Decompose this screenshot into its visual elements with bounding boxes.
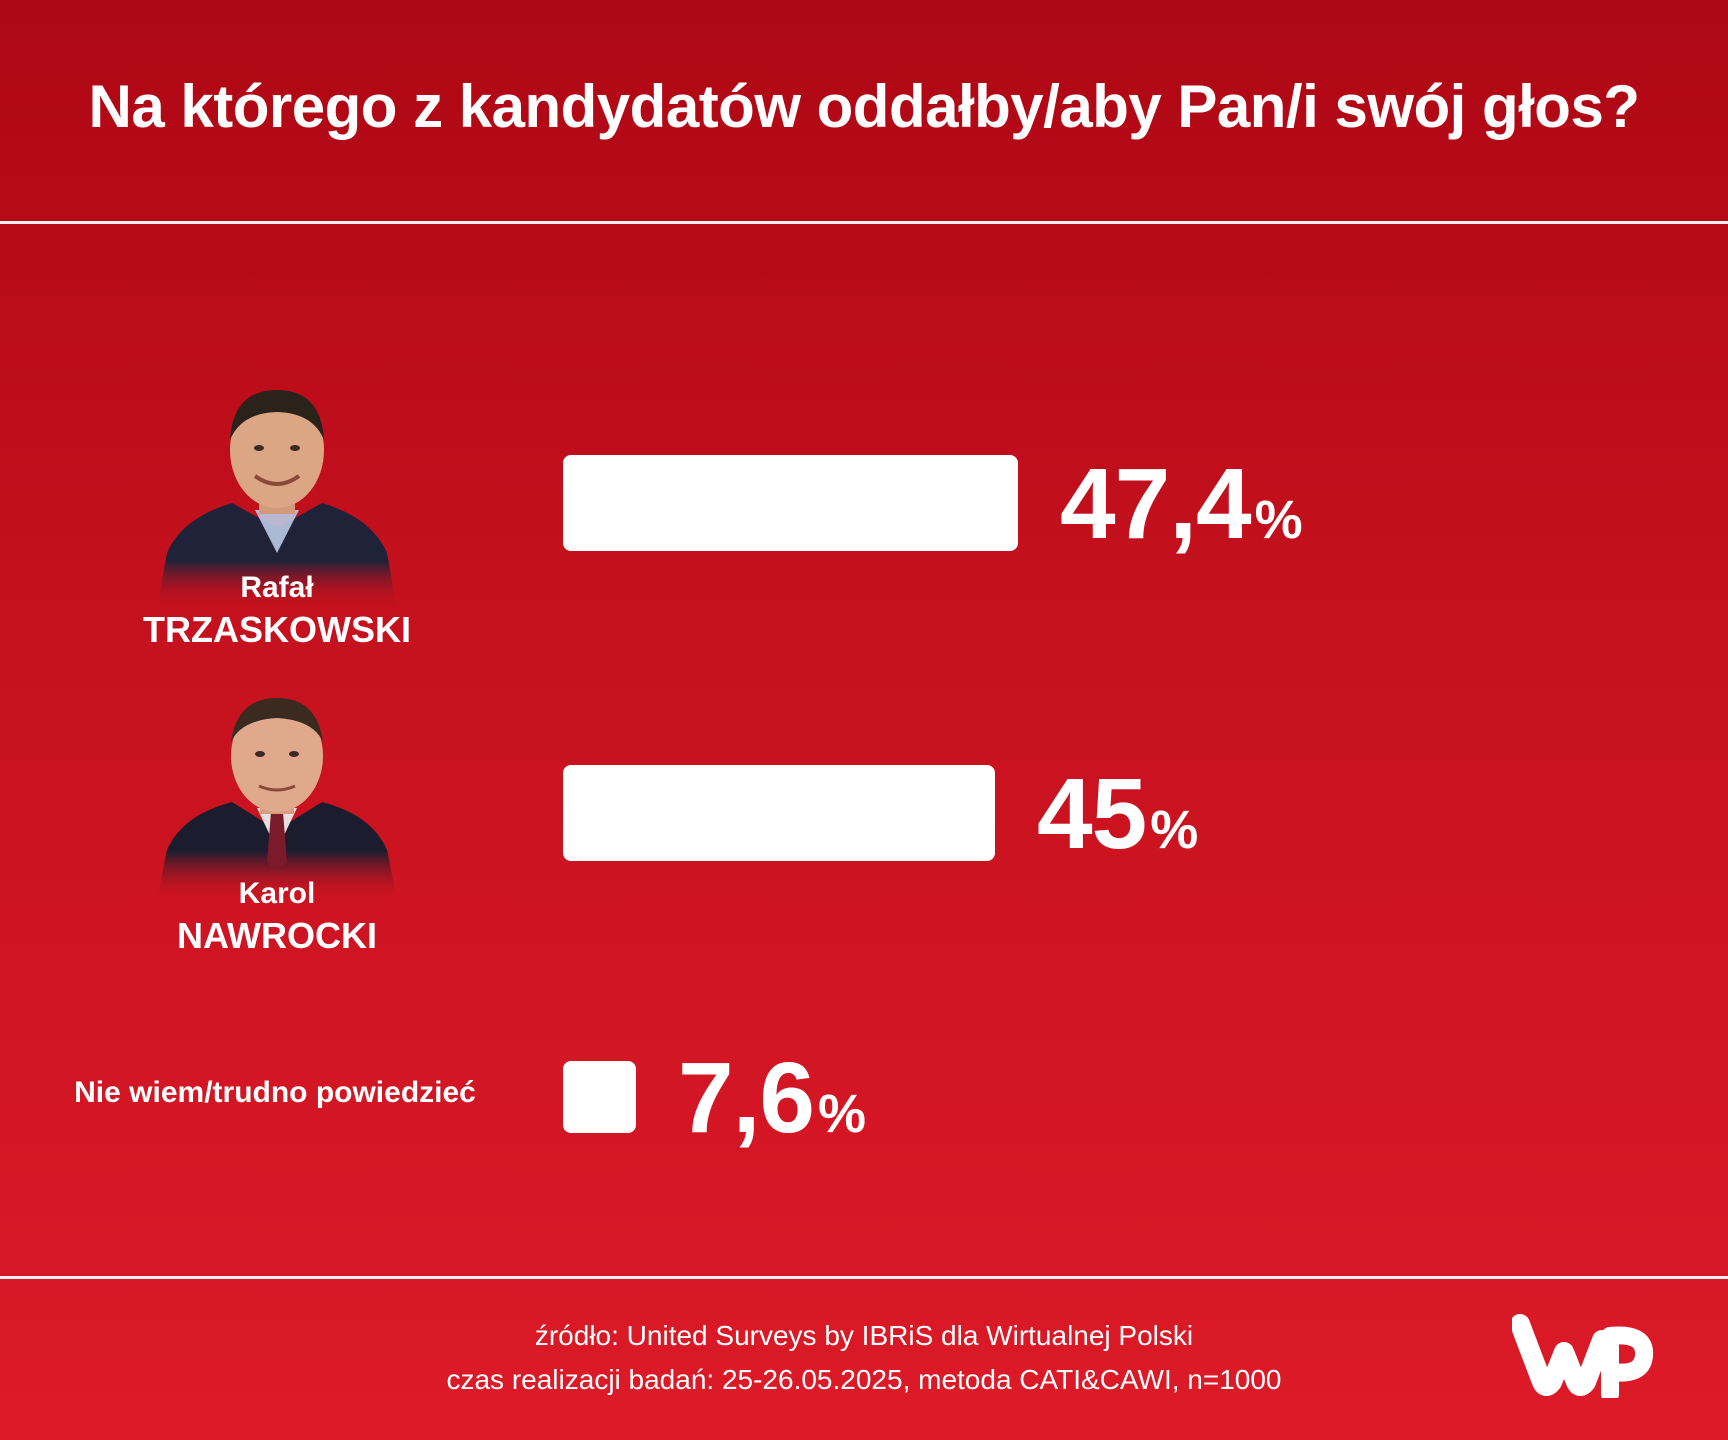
candidate-first-name: Karol bbox=[238, 877, 316, 910]
top-divider bbox=[0, 221, 1728, 224]
candidate-photo-nawrocki bbox=[137, 690, 417, 900]
candidate-last-name: NAWROCKI bbox=[177, 915, 377, 956]
value-label-nawrocki: 45% bbox=[1037, 764, 1198, 864]
candidate-last-name: TRZASKOWSKI bbox=[143, 609, 411, 650]
value-unit: % bbox=[1150, 800, 1199, 860]
source-note: źródło: United Surveys by IBRiS dla Wirt… bbox=[534, 1320, 1194, 1351]
candidate-first-name: Rafał bbox=[240, 571, 314, 604]
value-unit: % bbox=[1254, 490, 1303, 550]
candidate-name-trzaskowski: Rafał TRZASKOWSKI bbox=[77, 570, 477, 654]
candidate-name-nawrocki: Karol NAWROCKI bbox=[77, 876, 477, 960]
value-unit: % bbox=[818, 1084, 867, 1144]
value-label-undecided: 7,6% bbox=[678, 1048, 866, 1148]
bottom-divider bbox=[0, 1276, 1728, 1279]
value-label-trzaskowski: 47,4% bbox=[1060, 454, 1303, 554]
category-label-undecided: Nie wiem/trudno powiedzieć bbox=[74, 1076, 476, 1109]
method-note: czas realizacji badań: 25-26.05.2025, me… bbox=[446, 1364, 1282, 1395]
value-number: 7,6 bbox=[678, 1042, 815, 1154]
candidate-photo-trzaskowski bbox=[137, 378, 417, 608]
value-number: 47,4 bbox=[1060, 448, 1252, 560]
bar-undecided bbox=[563, 1061, 636, 1133]
bar-trzaskowski bbox=[563, 455, 1018, 551]
value-number: 45 bbox=[1037, 758, 1147, 870]
bar-nawrocki bbox=[563, 765, 995, 861]
chart-title: Na którego z kandydatów oddałby/aby Pan/… bbox=[88, 73, 1640, 140]
wp-logo bbox=[1510, 1310, 1654, 1403]
